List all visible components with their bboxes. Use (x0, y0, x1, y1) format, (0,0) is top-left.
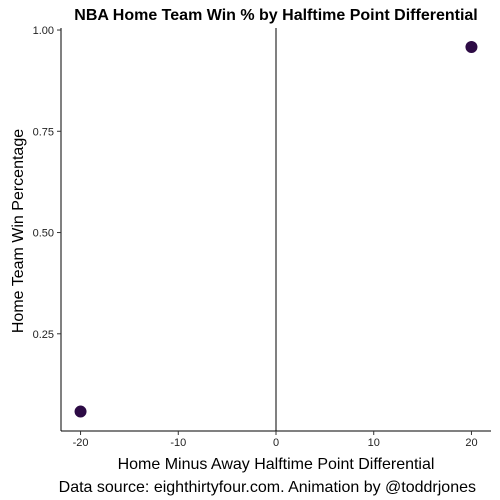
chart-title: NBA Home Team Win % by Halftime Point Di… (74, 7, 477, 24)
data-point (465, 41, 478, 54)
x-tick-label: 10 (368, 437, 380, 449)
y-tick-label: 0.50 (33, 228, 54, 240)
plot-area: -20 -10 0 10 20 0.25 0.50 0.75 1.00 (33, 25, 491, 449)
y-axis-ticks: 0.25 0.50 0.75 1.00 (33, 25, 61, 341)
x-tick-label: -10 (170, 437, 186, 449)
x-tick-label: 20 (465, 437, 477, 449)
x-tick-label: 0 (273, 437, 279, 449)
data-point (74, 405, 87, 418)
x-tick-label: -20 (73, 437, 89, 449)
x-axis-ticks: -20 -10 0 10 20 (73, 431, 478, 449)
y-tick-label: 0.25 (33, 329, 54, 341)
x-axis-label: Home Minus Away Halftime Point Different… (118, 456, 435, 473)
y-axis-label: Home Team Win Percentage (10, 129, 27, 333)
y-tick-label: 1.00 (33, 25, 54, 37)
chart-caption: Data source: eighthirtyfour.com. Animati… (59, 479, 476, 496)
y-tick-label: 0.75 (33, 126, 54, 138)
data-points (74, 41, 478, 418)
